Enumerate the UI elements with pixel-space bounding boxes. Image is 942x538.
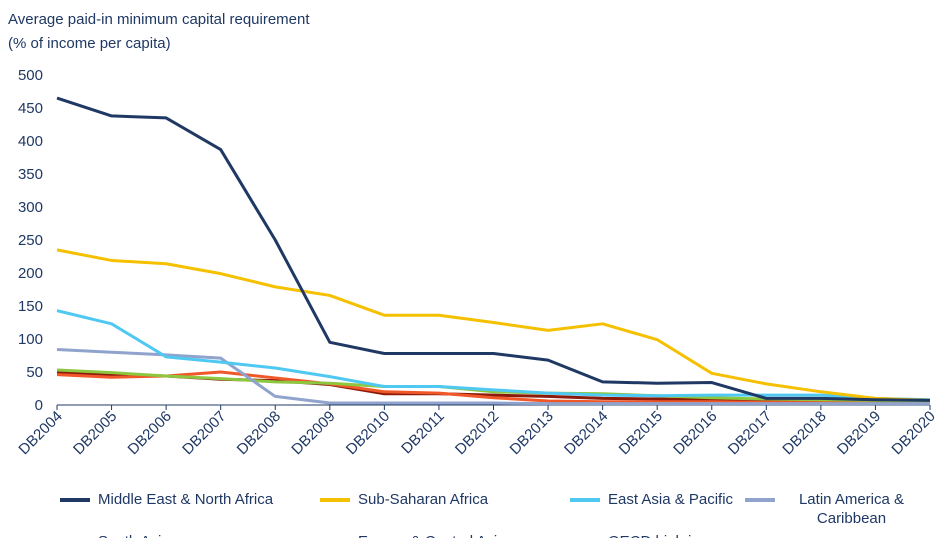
x-tick-label: DB2009 <box>288 408 338 458</box>
y-tick-label: 50 <box>26 364 43 381</box>
legend-swatch <box>745 498 775 502</box>
legend-label: Middle East & North Africa <box>98 491 274 508</box>
legend-label: Sub-Saharan Africa <box>358 491 489 508</box>
series-line <box>56 248 931 402</box>
x-tick-label: DB2010 <box>343 408 393 458</box>
x-tick-label: DB2008 <box>234 408 284 458</box>
legend-label: Europe & Central Asia <box>358 532 506 538</box>
x-tick-label: DB2017 <box>725 408 775 458</box>
y-tick-label: 150 <box>18 298 43 315</box>
x-tick-label: DB2004 <box>15 408 65 458</box>
y-tick-label: 250 <box>18 232 43 249</box>
legend-item: South Asia <box>60 532 320 538</box>
legend-swatch <box>570 498 600 502</box>
legend-item: East Asia & Pacific <box>570 490 745 528</box>
y-tick-label: 350 <box>18 166 43 183</box>
x-tick-label: DB2014 <box>561 408 611 458</box>
x-tick-label: DB2019 <box>834 408 884 458</box>
series-line <box>56 348 930 406</box>
x-tick-label: DB2007 <box>179 408 229 458</box>
y-tick-label: 0 <box>35 397 43 414</box>
y-tick-label: 400 <box>18 133 43 150</box>
legend-swatch <box>320 498 350 502</box>
y-tick-label: 100 <box>18 331 43 348</box>
chart-title: Average paid-in minimum capital requirem… <box>8 11 310 28</box>
legend-item: Middle East & North Africa <box>60 490 320 528</box>
y-tick-label: 300 <box>18 199 43 216</box>
x-tick-label: DB2018 <box>779 408 829 458</box>
legend-label: OECD high income <box>608 532 736 538</box>
legend-item: OECD high income <box>570 532 745 538</box>
x-tick-label: DB2020 <box>888 408 938 458</box>
x-tick-label: DB2016 <box>670 408 720 458</box>
series-line <box>56 96 931 402</box>
y-tick-label: 450 <box>18 100 43 117</box>
legend-label: Latin America & Caribbean <box>798 491 905 527</box>
x-tick-label: DB2006 <box>125 408 175 458</box>
y-tick-label: 200 <box>18 265 43 282</box>
x-tick-label: DB2005 <box>70 408 120 458</box>
x-tick-label: DB2013 <box>507 408 557 458</box>
y-tick-label: 500 <box>18 67 43 84</box>
series-line <box>56 309 931 402</box>
legend-label: East Asia & Pacific <box>608 491 734 508</box>
x-tick-label: DB2015 <box>616 408 666 458</box>
legend-item: Sub-Saharan Africa <box>320 490 570 528</box>
legend-label: South Asia <box>98 532 170 538</box>
legend-item: Europe & Central Asia <box>320 532 570 538</box>
x-tick-label: DB2012 <box>452 408 502 458</box>
chart: Average paid-in minimum capital requirem… <box>8 11 939 458</box>
legend-swatch <box>60 498 90 502</box>
legend: Middle East & North Africa Sub-Saharan Af… <box>60 490 940 538</box>
chart-subtitle: (% of income per capita) <box>8 35 171 52</box>
x-tick-label: DB2011 <box>398 408 448 458</box>
legend-item: Latin America & Caribbean <box>745 490 920 528</box>
